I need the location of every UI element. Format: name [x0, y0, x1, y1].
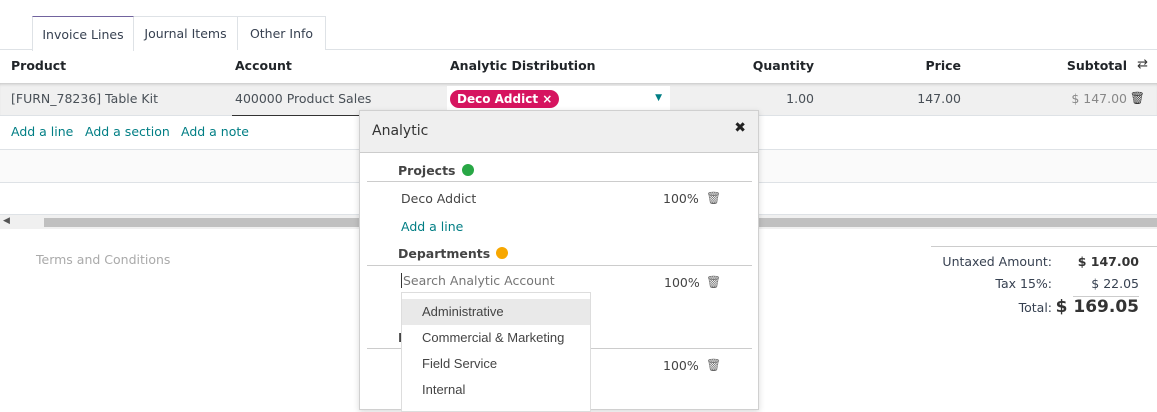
add-line-link[interactable]: Add a line [401, 219, 464, 234]
tag-remove-icon[interactable]: × [542, 92, 553, 106]
quantity-cell[interactable]: 1.00 [786, 91, 814, 106]
add-section-link[interactable]: Add a section [85, 124, 170, 139]
group-third: I [398, 330, 403, 345]
terms-field[interactable]: Terms and Conditions [36, 252, 171, 267]
col-price[interactable]: Price [925, 58, 962, 73]
col-subtotal[interactable]: Subtotal [1066, 58, 1127, 73]
scroll-left-icon[interactable]: ◀ [3, 216, 10, 226]
total-label: Total: [1018, 300, 1052, 315]
dropdown-option[interactable]: Field Service [422, 356, 498, 371]
close-icon[interactable]: ✖ [734, 120, 746, 136]
tag-label: Deco Addict [457, 92, 539, 106]
account-cell[interactable]: 400000 Product Sales [235, 91, 372, 106]
price-cell[interactable]: 147.00 [917, 91, 961, 106]
analytic-account-dropdown: Administrative Commercial & Marketing Fi… [401, 292, 591, 412]
color-dot[interactable] [496, 247, 509, 259]
col-quantity[interactable]: Quantity [752, 58, 814, 73]
popover-title: Analytic [372, 123, 429, 139]
percentage-field[interactable]: 100% [664, 275, 700, 290]
tax-label: Tax 15%: [995, 276, 1052, 291]
search-analytic-input[interactable] [401, 273, 641, 288]
untaxed-label: Untaxed Amount: [942, 254, 1052, 269]
untaxed-value: $ 147.00 [1077, 254, 1139, 269]
delete-row-icon[interactable]: 🗑 [1129, 91, 1145, 105]
color-dot[interactable] [461, 164, 474, 176]
subtotal-cell: $ 147.00 [1071, 91, 1127, 106]
tab-journal-items[interactable]: Journal Items [133, 16, 238, 50]
column-settings-icon[interactable]: ⇄ [1137, 57, 1148, 72]
product-cell[interactable]: [FURN_78236] Table Kit [11, 91, 158, 106]
col-account[interactable]: Account [235, 58, 292, 73]
analytic-field[interactable]: Deco Addict × ▼ [447, 86, 670, 114]
trash-icon[interactable]: 🗑 [706, 191, 722, 205]
add-note-link[interactable]: Add a note [181, 124, 249, 139]
trash-icon[interactable]: 🗑 [706, 358, 722, 372]
col-product[interactable]: Product [11, 58, 67, 73]
total-value: $ 169.05 [1055, 297, 1139, 317]
analytic-popover: Analytic ✖ Projects Deco Addict 100% 🗑 A… [359, 110, 759, 412]
dropdown-option[interactable]: Administrative [402, 299, 590, 325]
percentage-field[interactable]: 100% [663, 358, 699, 373]
dropdown-option[interactable]: Commercial & Marketing [422, 330, 565, 345]
tab-invoice-lines[interactable]: Invoice Lines [32, 16, 134, 51]
tax-value: $ 22.05 [1091, 276, 1139, 291]
group-label: Projects [398, 163, 456, 178]
tab-other-info[interactable]: Other Info [237, 16, 326, 50]
group-label: Departments [398, 246, 491, 261]
trash-icon[interactable]: 🗑 [706, 275, 722, 289]
group-projects: Projects [398, 163, 474, 178]
percentage-field[interactable]: 100% [663, 191, 699, 206]
add-line-link[interactable]: Add a line [11, 124, 74, 139]
group-departments: Departments [398, 246, 509, 261]
col-analytic[interactable]: Analytic Distribution [450, 58, 596, 73]
dropdown-caret-icon[interactable]: ▼ [655, 93, 662, 103]
dropdown-option[interactable]: Internal [422, 382, 466, 397]
analytic-tag: Deco Addict × [450, 90, 560, 108]
analytic-account-line[interactable]: Deco Addict [401, 191, 477, 206]
